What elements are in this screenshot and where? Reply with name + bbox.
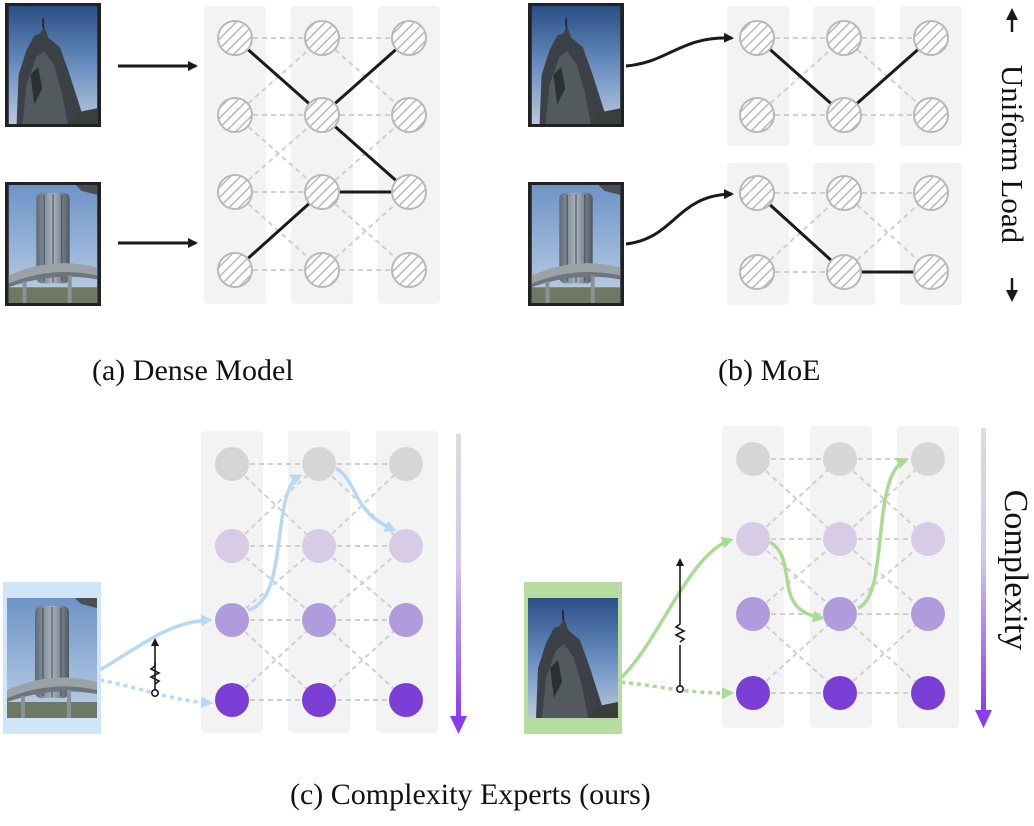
expert-column [897,426,959,728]
expert-node [739,175,775,211]
complexity-node [911,597,945,631]
expert-column [291,6,353,304]
expert-column [204,6,266,304]
complexity-node [911,522,945,556]
expert-node [913,175,949,211]
expert-node [739,20,775,56]
panel-a-active-edges [233,36,410,272]
rock-photo-icon [524,582,622,734]
complexity-arrow-right [975,428,992,728]
complexity-node [215,683,249,717]
caption-moe: (b) MoE [718,354,821,387]
uniform-load-label: Uniform Load [995,64,1030,244]
panel-b-moe [528,3,1018,306]
expert-node [826,254,862,290]
complexity-arrow-left [450,434,467,734]
complexity-node [823,442,857,476]
uniform-load-arrow [1006,8,1018,302]
complexity-node [736,442,770,476]
expert-column [376,431,438,733]
complexity-node [736,676,770,710]
complexity-node [911,442,945,476]
complexity-node [736,597,770,631]
panel-c-left-nodes [215,447,423,717]
expert-node [304,174,340,210]
rock-photo-icon [528,3,624,127]
panel-c-complexity-experts [3,426,992,734]
expert-node [391,252,427,288]
complexity-node [823,522,857,556]
expert-node [304,97,340,133]
router-arrow [625,32,734,68]
complexity-label: Complexity [997,489,1034,651]
expert-node [217,174,253,210]
complexity-node [911,676,945,710]
expert-node [391,97,427,133]
expert-node [826,97,862,133]
expert-column [288,431,350,733]
panel-c-right-nodes [736,442,945,710]
expert-node [217,252,253,288]
green-route [619,457,909,700]
resistor-icon [674,558,686,693]
complexity-node [389,683,423,717]
tower-photo-icon [5,182,101,306]
blue-route [99,466,397,709]
resistor-icon [149,638,161,697]
expert-node [391,174,427,210]
expert-node [826,20,862,56]
complexity-node [823,597,857,631]
expert-column [810,426,872,728]
panel-c-right-columns [722,426,959,728]
router-arrow [625,189,734,246]
complexity-node [302,529,336,563]
expert-node [739,97,775,133]
expert-column [378,6,440,304]
expert-node [913,254,949,290]
caption-complexity-experts: (c) Complexity Experts (ours) [290,778,651,811]
complexity-node [389,603,423,637]
complexity-node [215,529,249,563]
complexity-node [215,603,249,637]
complexity-node [215,447,249,481]
panel-a-columns [204,6,440,304]
complexity-node [389,447,423,481]
complexity-node [302,447,336,481]
expert-column [722,426,784,728]
expert-node [913,20,949,56]
expert-node [739,254,775,290]
expert-node [304,20,340,56]
expert-column [201,431,263,733]
complexity-node [302,683,336,717]
expert-node [913,97,949,133]
expert-node [217,20,253,56]
expert-node [391,20,427,56]
panel-a-dense-model [5,3,440,306]
complexity-node [302,603,336,637]
complexity-node [736,522,770,556]
complexity-node [823,676,857,710]
rock-photo-icon [5,3,101,127]
tower-photo-icon [528,182,624,306]
panel-a-nodes [217,20,427,288]
expert-node [304,252,340,288]
tower-photo-icon [3,582,101,734]
caption-dense-model: (a) Dense Model [92,354,294,387]
expert-node [826,175,862,211]
expert-node [217,97,253,133]
panel-b-nodes [739,20,949,290]
panel-b-active-edges [755,36,932,274]
complexity-node [389,529,423,563]
panel-c-left-columns [201,431,438,733]
